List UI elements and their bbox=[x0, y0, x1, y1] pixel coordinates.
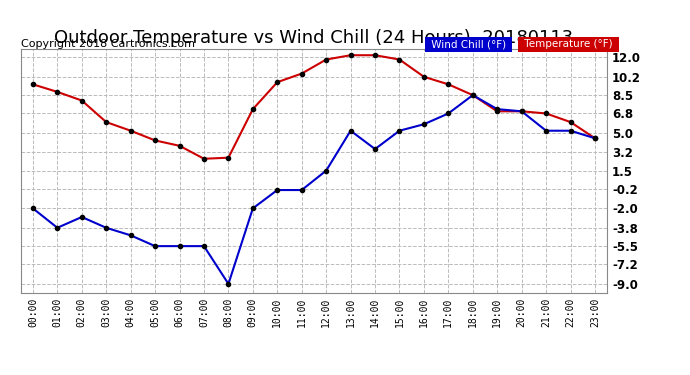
Text: Copyright 2018 Cartronics.com: Copyright 2018 Cartronics.com bbox=[21, 39, 195, 50]
Text: Wind Chill (°F): Wind Chill (°F) bbox=[428, 39, 509, 50]
Title: Outdoor Temperature vs Wind Chill (24 Hours)  20180113: Outdoor Temperature vs Wind Chill (24 Ho… bbox=[55, 29, 573, 47]
Text: Temperature (°F): Temperature (°F) bbox=[521, 39, 616, 50]
